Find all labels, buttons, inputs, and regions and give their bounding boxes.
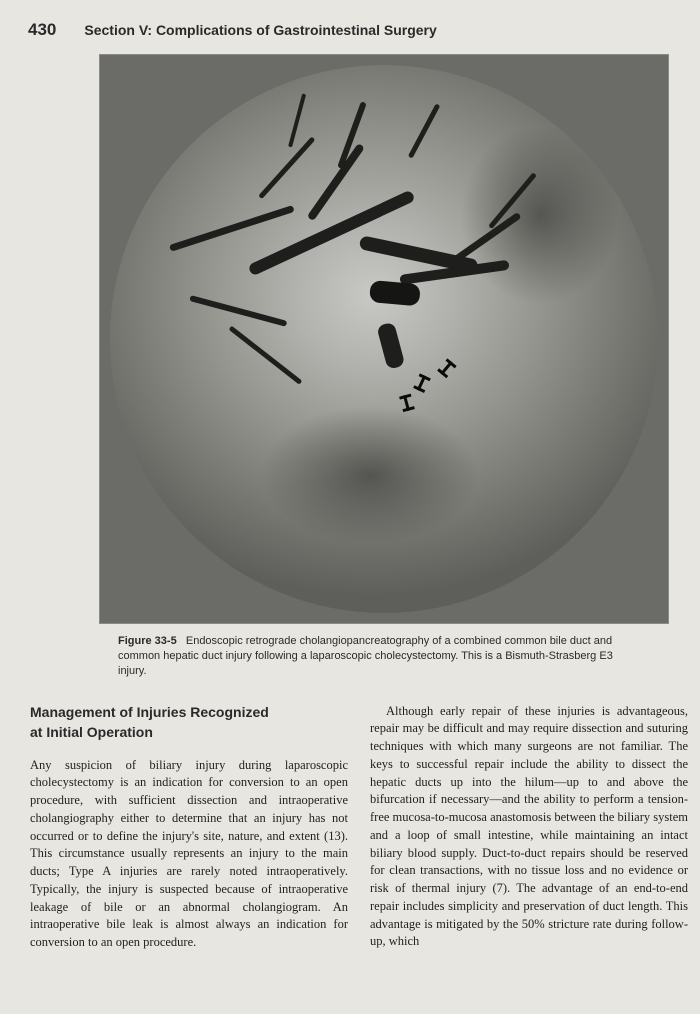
right-paragraph: Although early repair of these injuries … <box>370 703 688 952</box>
left-column: Management of Injuries Recognized at Ini… <box>28 703 348 952</box>
page-number: 430 <box>28 20 56 40</box>
figure-caption: Figure 33-5 Endoscopic retrograde cholan… <box>118 634 628 679</box>
figure-label: Figure 33-5 <box>118 635 177 647</box>
left-paragraph: Any suspicion of biliary injury during l… <box>30 757 348 952</box>
section-heading-line1: Management of Injuries Recognized <box>30 703 348 721</box>
body-text: Management of Injuries Recognized at Ini… <box>28 703 688 952</box>
figure-caption-text: Endoscopic retrograde cholangiopancreato… <box>118 635 613 677</box>
right-column: Although early repair of these injuries … <box>370 703 688 952</box>
page-header: 430 Section V: Complications of Gastroin… <box>28 20 688 40</box>
section-heading-line2: at Initial Operation <box>30 723 348 743</box>
section-title: Section V: Complications of Gastrointest… <box>84 22 436 38</box>
figure-image <box>99 54 669 624</box>
figure-container <box>80 54 688 624</box>
